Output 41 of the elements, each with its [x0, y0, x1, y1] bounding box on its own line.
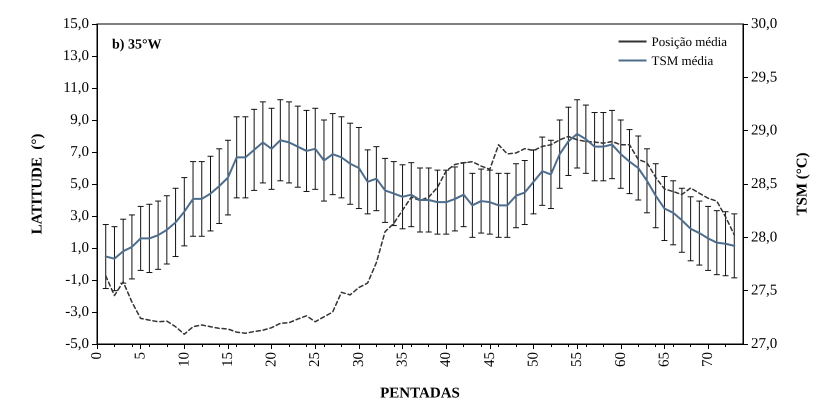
x-tick-label: 25: [307, 352, 324, 367]
x-tick-label: 40: [438, 352, 454, 367]
x-tick-label: 65: [656, 352, 672, 367]
x-tick-label: 60: [612, 352, 629, 367]
y-tick-label: 5,0: [70, 176, 89, 192]
x-tick-label: 55: [569, 352, 586, 367]
y-tick-label: -5,0: [65, 336, 89, 352]
legend-label: Posição média: [652, 34, 728, 49]
x-tick-label: 35: [394, 352, 411, 367]
x-tick-label: 50: [525, 352, 542, 367]
x-tick-label: 10: [176, 352, 192, 367]
y2-tick-label: 27,0: [751, 336, 778, 352]
line-series: [104, 132, 736, 260]
y2-tick-label: 30,0: [751, 16, 778, 32]
line-series: [104, 136, 736, 335]
x-tick-label: 70: [700, 352, 716, 367]
y2-tick-label: 27,5: [751, 282, 778, 299]
y2-tick-label: 29,5: [751, 69, 778, 86]
legend-label: TSM média: [652, 53, 714, 68]
y2-tick-label: 29,0: [751, 122, 778, 139]
x-axis-title: PENTADAS: [380, 386, 460, 402]
y-tick-label: 1,0: [70, 240, 89, 256]
y2-axis-title: TSM (°C): [794, 152, 810, 216]
y-tick-label: 15,0: [62, 16, 89, 32]
x-tick-label: 15: [220, 352, 236, 367]
x-tick-label: 0: [89, 352, 105, 360]
y-tick-label: -1,0: [65, 272, 89, 288]
y-axis-title: LATITUDE (°): [30, 134, 46, 234]
x-tick-label: 45: [482, 352, 498, 367]
y-tick-label: 9,0: [70, 112, 89, 128]
y-tick-label: 3,0: [70, 208, 89, 224]
x-tick-label: 30: [350, 352, 367, 367]
y-tick-label: 11,0: [63, 80, 89, 96]
y-tick-label: 13,0: [62, 48, 89, 64]
y-tick-label: 7,0: [70, 144, 89, 160]
x-tick-label: 5: [132, 352, 149, 360]
x-tick-label: 20: [264, 352, 280, 367]
annotation: b) 35°W: [112, 38, 162, 52]
y2-tick-label: 28,0: [751, 229, 778, 246]
y-tick-label: -3,0: [65, 304, 89, 320]
y2-tick-label: 28,5: [751, 176, 778, 192]
